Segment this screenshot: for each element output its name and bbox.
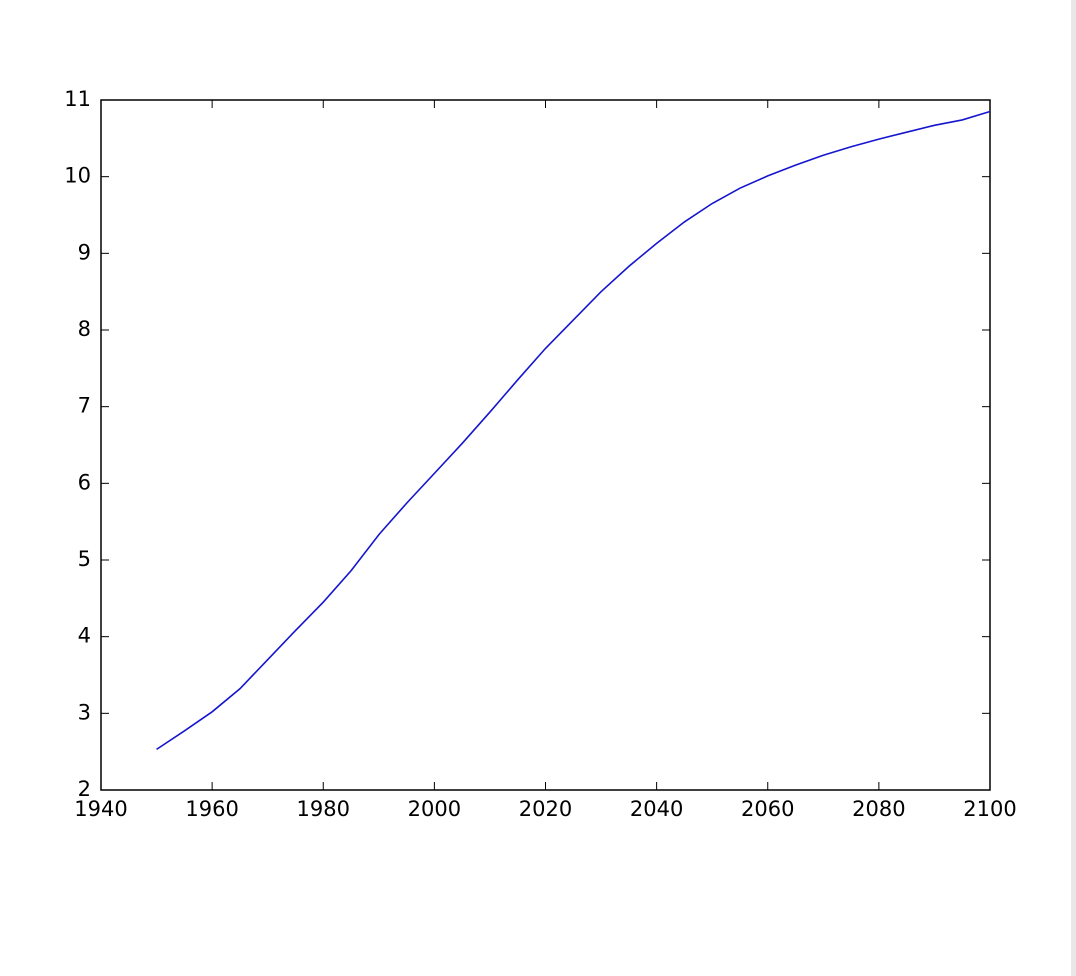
y-tick-label: 7 (78, 394, 91, 418)
y-tick-label: 9 (78, 240, 91, 264)
data-line (156, 110, 991, 751)
x-tick-label: 2100 (963, 797, 1016, 821)
y-tick-label: 5 (78, 547, 91, 571)
scrollbar-edge (1071, 0, 1076, 976)
x-tick-label: 1940 (74, 797, 127, 821)
y-tick-label: 8 (78, 317, 91, 341)
x-tick-label: 2000 (408, 797, 461, 821)
y-tick-label: 3 (78, 700, 91, 724)
y-tick-label: 10 (64, 164, 91, 188)
y-tick-label: 2 (78, 777, 91, 801)
x-tick-label: 1960 (185, 797, 238, 821)
y-tick-label: 11 (64, 87, 91, 111)
x-tick-label: 2040 (630, 797, 683, 821)
x-tick-label: 1980 (297, 797, 350, 821)
y-tick-label: 6 (78, 470, 91, 494)
x-tick-label: 2020 (519, 797, 572, 821)
plot-frame (100, 99, 991, 791)
y-tick-label: 4 (78, 624, 91, 648)
x-tick-label: 2080 (852, 797, 905, 821)
x-tick-label: 2060 (741, 797, 794, 821)
